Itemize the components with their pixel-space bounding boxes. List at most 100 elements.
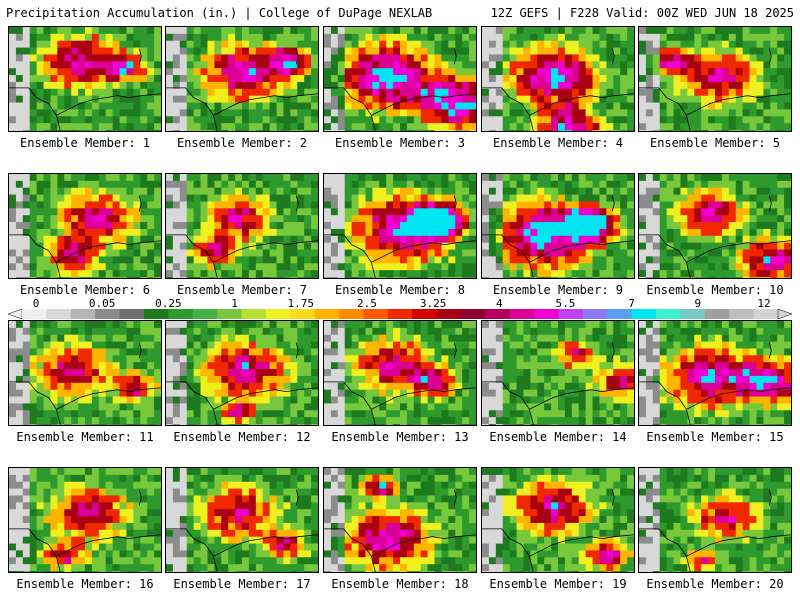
- precip-cell: [613, 396, 621, 405]
- precip-cell: [112, 348, 121, 356]
- precip-cell: [311, 68, 318, 76]
- precip-cell: [400, 40, 408, 49]
- precip-cell: [530, 242, 538, 251]
- precip-cell: [434, 389, 443, 398]
- precip-cell: [269, 88, 278, 97]
- precip-cell: [64, 40, 72, 49]
- precip-cell: [400, 215, 408, 223]
- precip-cell: [64, 222, 72, 230]
- precip-cell: [112, 95, 121, 104]
- precip-cell: [488, 334, 497, 343]
- precip-field: [166, 321, 318, 425]
- precip-cell: [22, 403, 31, 411]
- precip-cell: [43, 187, 52, 196]
- precip-cell: [441, 362, 449, 370]
- precip-cell: [770, 174, 778, 182]
- precip-cell: [71, 109, 79, 117]
- precip-cell: [482, 396, 490, 405]
- precip-cell: [276, 174, 285, 182]
- precip-cell: [708, 130, 716, 131]
- precip-cell: [721, 249, 730, 258]
- precip-cell: [735, 242, 744, 251]
- precip-cell: [564, 187, 573, 196]
- precip-cell: [235, 75, 243, 83]
- precip-cell: [516, 68, 525, 76]
- precip-cell: [166, 102, 174, 111]
- precip-cell: [186, 68, 195, 76]
- precip-cell: [351, 277, 360, 278]
- precip-cell: [673, 81, 682, 90]
- precip-cell: [200, 61, 209, 69]
- precip-cell: [242, 123, 250, 131]
- precip-cell: [448, 277, 456, 278]
- precip-cell: [255, 174, 264, 182]
- precip-cell: [578, 88, 587, 97]
- precip-cell: [207, 424, 215, 425]
- precip-cell: [488, 88, 497, 97]
- precip-cell: [344, 348, 353, 356]
- precip-cell: [551, 382, 559, 391]
- precip-cell: [311, 88, 318, 97]
- precip-cell: [523, 403, 531, 411]
- precip-cell: [420, 417, 429, 425]
- precip-cell: [469, 382, 476, 391]
- precip-cell: [441, 263, 449, 271]
- precip-cell: [488, 242, 497, 251]
- precip-cell: [262, 208, 271, 216]
- precip-cell: [36, 68, 45, 76]
- precip-cell: [784, 123, 791, 131]
- precip-cell: [639, 109, 647, 117]
- precip-cell: [276, 194, 285, 203]
- precip-cell: [166, 396, 174, 405]
- precip-cell: [784, 215, 791, 223]
- precip-cell: [469, 194, 476, 203]
- precip-cell: [22, 242, 31, 251]
- precip-cell: [708, 75, 716, 83]
- precip-cell: [276, 208, 285, 216]
- precip-cell: [735, 208, 744, 216]
- precip-cell: [406, 235, 415, 244]
- precip-cell: [304, 355, 312, 363]
- precip-cell: [721, 27, 730, 35]
- precip-cell: [530, 327, 538, 336]
- precip-cell: [119, 123, 128, 131]
- precip-cell: [406, 208, 415, 216]
- precip-cell: [276, 327, 285, 336]
- precip-cell: [235, 263, 243, 271]
- precip-cell: [179, 61, 188, 69]
- precip-cell: [659, 47, 668, 56]
- precip-cell: [516, 61, 525, 69]
- precip-cell: [770, 61, 778, 69]
- precip-cell: [242, 321, 250, 329]
- precip-cell: [495, 235, 504, 244]
- precip-cell: [262, 33, 271, 42]
- precip-cell: [358, 417, 367, 425]
- precip-cell: [606, 389, 614, 398]
- precip-cell: [523, 33, 531, 42]
- precip-cell: [71, 54, 79, 62]
- precip-cell: [551, 389, 559, 398]
- precip-cell: [358, 228, 367, 237]
- precip-cell: [448, 215, 456, 223]
- precip-cell: [687, 235, 695, 244]
- precip-cell: [358, 95, 367, 104]
- precip-cell: [434, 321, 443, 329]
- precip-cell: [214, 382, 222, 391]
- precip-cell: [673, 130, 682, 131]
- precip-cell: [742, 201, 751, 209]
- precip-cell: [228, 95, 236, 104]
- precip-cell: [742, 81, 751, 90]
- precip-cell: [386, 417, 394, 425]
- precip-cell: [721, 88, 730, 97]
- precip-cell: [9, 215, 17, 223]
- precip-cell: [530, 396, 538, 405]
- precip-cell: [193, 40, 202, 49]
- precip-cell: [91, 174, 100, 182]
- precip-cell: [36, 47, 45, 56]
- precip-cell: [721, 130, 730, 131]
- precip-cell: [147, 95, 155, 104]
- precip-cell: [98, 348, 107, 356]
- precip-cell: [639, 54, 647, 62]
- precip-cell: [613, 40, 621, 49]
- precip-cell: [228, 256, 236, 264]
